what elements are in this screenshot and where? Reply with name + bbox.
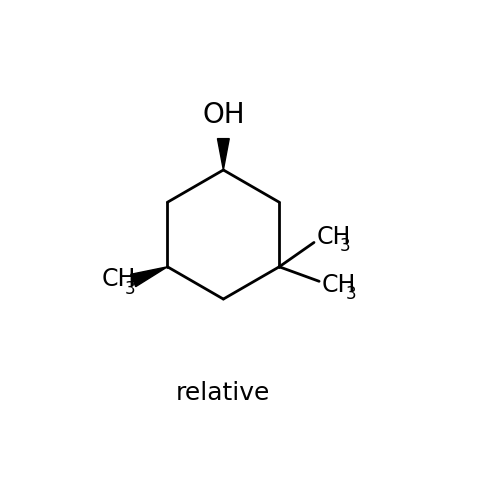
Text: relative: relative (176, 381, 271, 405)
Polygon shape (217, 138, 229, 170)
Text: CH: CH (102, 267, 136, 291)
Text: 3: 3 (125, 280, 136, 298)
Text: CH: CH (322, 273, 356, 297)
Text: OH: OH (202, 102, 245, 129)
Text: 3: 3 (345, 285, 356, 303)
Polygon shape (131, 267, 168, 286)
Text: 3: 3 (340, 237, 351, 255)
Text: CH: CH (317, 225, 351, 249)
